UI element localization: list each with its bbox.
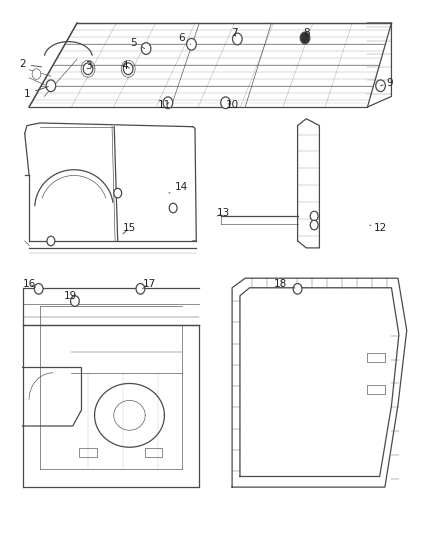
Text: 4: 4 xyxy=(122,61,130,70)
Circle shape xyxy=(83,63,93,75)
Circle shape xyxy=(114,188,122,198)
Text: 1: 1 xyxy=(24,87,48,99)
Text: 17: 17 xyxy=(142,279,156,289)
Bar xyxy=(367,353,385,362)
Circle shape xyxy=(136,284,145,294)
Circle shape xyxy=(163,97,173,109)
Text: 3: 3 xyxy=(85,61,95,70)
Text: 7: 7 xyxy=(231,28,237,38)
Circle shape xyxy=(376,80,385,92)
Text: 18: 18 xyxy=(273,279,295,288)
Circle shape xyxy=(293,284,302,294)
Bar xyxy=(367,384,385,394)
Circle shape xyxy=(221,97,230,109)
Circle shape xyxy=(233,33,242,45)
Text: 12: 12 xyxy=(370,223,387,233)
Bar xyxy=(79,448,97,457)
Circle shape xyxy=(310,220,318,230)
Circle shape xyxy=(32,69,41,79)
Text: 2: 2 xyxy=(19,60,42,69)
Circle shape xyxy=(46,80,56,92)
Text: 11: 11 xyxy=(158,100,171,110)
Text: 13: 13 xyxy=(217,208,230,219)
Circle shape xyxy=(310,211,318,221)
Circle shape xyxy=(124,63,133,75)
Circle shape xyxy=(169,203,177,213)
Circle shape xyxy=(47,236,55,246)
Text: 8: 8 xyxy=(303,28,310,38)
Circle shape xyxy=(141,43,151,54)
Circle shape xyxy=(187,38,196,50)
Bar xyxy=(145,448,162,457)
Text: 16: 16 xyxy=(22,279,36,288)
Circle shape xyxy=(34,284,43,294)
Circle shape xyxy=(71,296,79,306)
Text: 15: 15 xyxy=(123,223,136,234)
Text: 19: 19 xyxy=(64,290,77,301)
Text: 6: 6 xyxy=(179,33,191,44)
Text: 14: 14 xyxy=(169,182,188,193)
Text: 10: 10 xyxy=(226,100,239,110)
Circle shape xyxy=(300,32,310,44)
Text: 5: 5 xyxy=(131,38,145,49)
Text: 9: 9 xyxy=(381,78,392,88)
